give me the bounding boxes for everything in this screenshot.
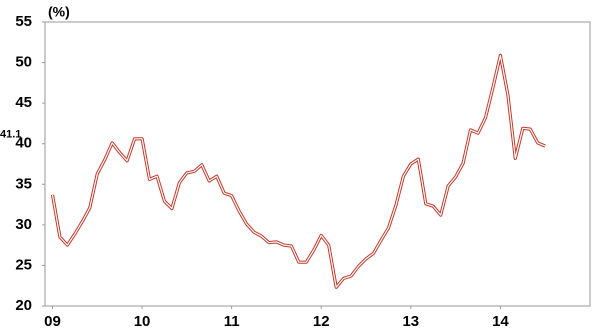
y-tick-label: 50 <box>15 54 32 71</box>
plot-frame <box>44 21 591 307</box>
unit-label: (%) <box>48 4 70 20</box>
y-tick-label: 20 <box>15 297 32 314</box>
x-tick-label: 12 <box>313 313 330 330</box>
x-tick-label: 10 <box>134 313 151 330</box>
y-tick-label: 45 <box>15 94 32 111</box>
x-tick-label: 11 <box>224 313 240 330</box>
x-tick-label: 14 <box>492 313 509 330</box>
line-inner <box>51 54 546 288</box>
x-tick-label: 13 <box>402 313 419 330</box>
end-label: 41.1 <box>0 129 21 141</box>
line-outline <box>50 53 546 289</box>
y-tick-label: 25 <box>15 256 32 273</box>
y-tick-label: 40 <box>15 135 32 152</box>
x-tick-label: 09 <box>44 313 61 330</box>
y-tick-label: 35 <box>15 175 32 192</box>
y-tick-label: 55 <box>15 13 32 30</box>
y-tick-label: 30 <box>15 216 32 233</box>
